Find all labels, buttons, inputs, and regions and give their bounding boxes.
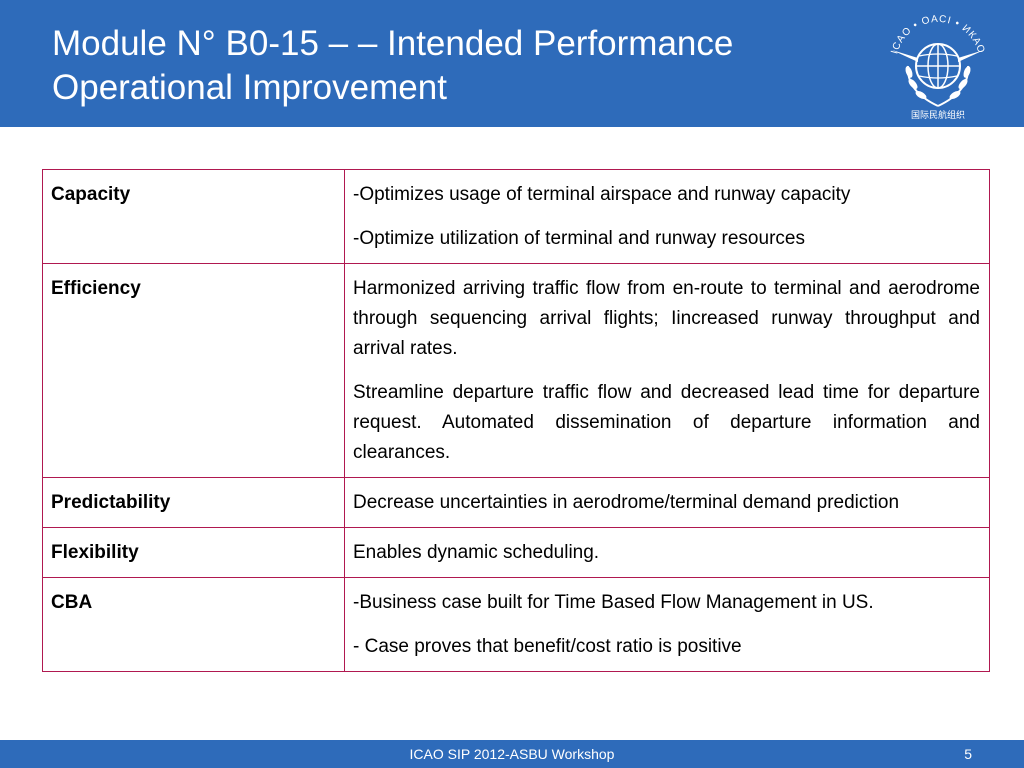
row-description: Enables dynamic scheduling. — [344, 527, 990, 578]
table-row: Predictability Decrease uncertainties in … — [42, 477, 990, 528]
description-paragraph: -Business case built for Time Based Flow… — [353, 592, 874, 613]
svg-text:国际民航组织: 国际民航组织 — [911, 109, 965, 121]
slide-header: Module N° B0-15 – – Intended Performance… — [0, 0, 1024, 127]
row-label: CBA — [42, 577, 345, 672]
row-description: Harmonized arriving traffic flow from en… — [344, 263, 990, 478]
row-label: Efficiency — [42, 263, 345, 478]
description-paragraph: Decrease uncertainties in aerodrome/term… — [353, 492, 900, 513]
table-row: Flexibility Enables dynamic scheduling. — [42, 527, 990, 578]
page-number: 5 — [964, 746, 972, 762]
slide-title: Module N° B0-15 – – Intended Performance… — [52, 24, 734, 107]
description-paragraph: Streamline departure traffic flow and de… — [353, 382, 980, 463]
icao-emblem-icon: ICAO • OACI • ИКАО 国际民航组织 — [889, 14, 985, 121]
row-label: Flexibility — [42, 527, 345, 578]
description-paragraph: - Case proves that benefit/cost ratio is… — [353, 636, 742, 657]
row-description: Decrease uncertainties in aerodrome/term… — [344, 477, 990, 528]
description-paragraph: -Optimizes usage of terminal airspace an… — [353, 184, 851, 205]
table-row: CBA -Business case built for Time Based F… — [42, 577, 990, 672]
table-row: Efficiency Harmonized arriving traffic fl… — [42, 263, 990, 478]
description-paragraph: Enables dynamic scheduling. — [353, 542, 600, 563]
slide-footer: ICAO SIP 2012-ASBU Workshop 5 — [0, 740, 1024, 768]
description-paragraph: -Optimize utilization of terminal and ru… — [353, 228, 805, 249]
row-label: Capacity — [42, 169, 345, 264]
description-paragraph: Harmonized arriving traffic flow from en… — [353, 278, 980, 359]
footer-text: ICAO SIP 2012-ASBU Workshop — [409, 746, 615, 762]
performance-table: Capacity -Optimizes usage of terminal air… — [42, 169, 990, 672]
table-row: Capacity -Optimizes usage of terminal air… — [42, 169, 990, 264]
row-label: Predictability — [42, 477, 345, 528]
row-description: -Optimizes usage of terminal airspace an… — [344, 169, 990, 264]
row-description: -Business case built for Time Based Flow… — [344, 577, 990, 672]
